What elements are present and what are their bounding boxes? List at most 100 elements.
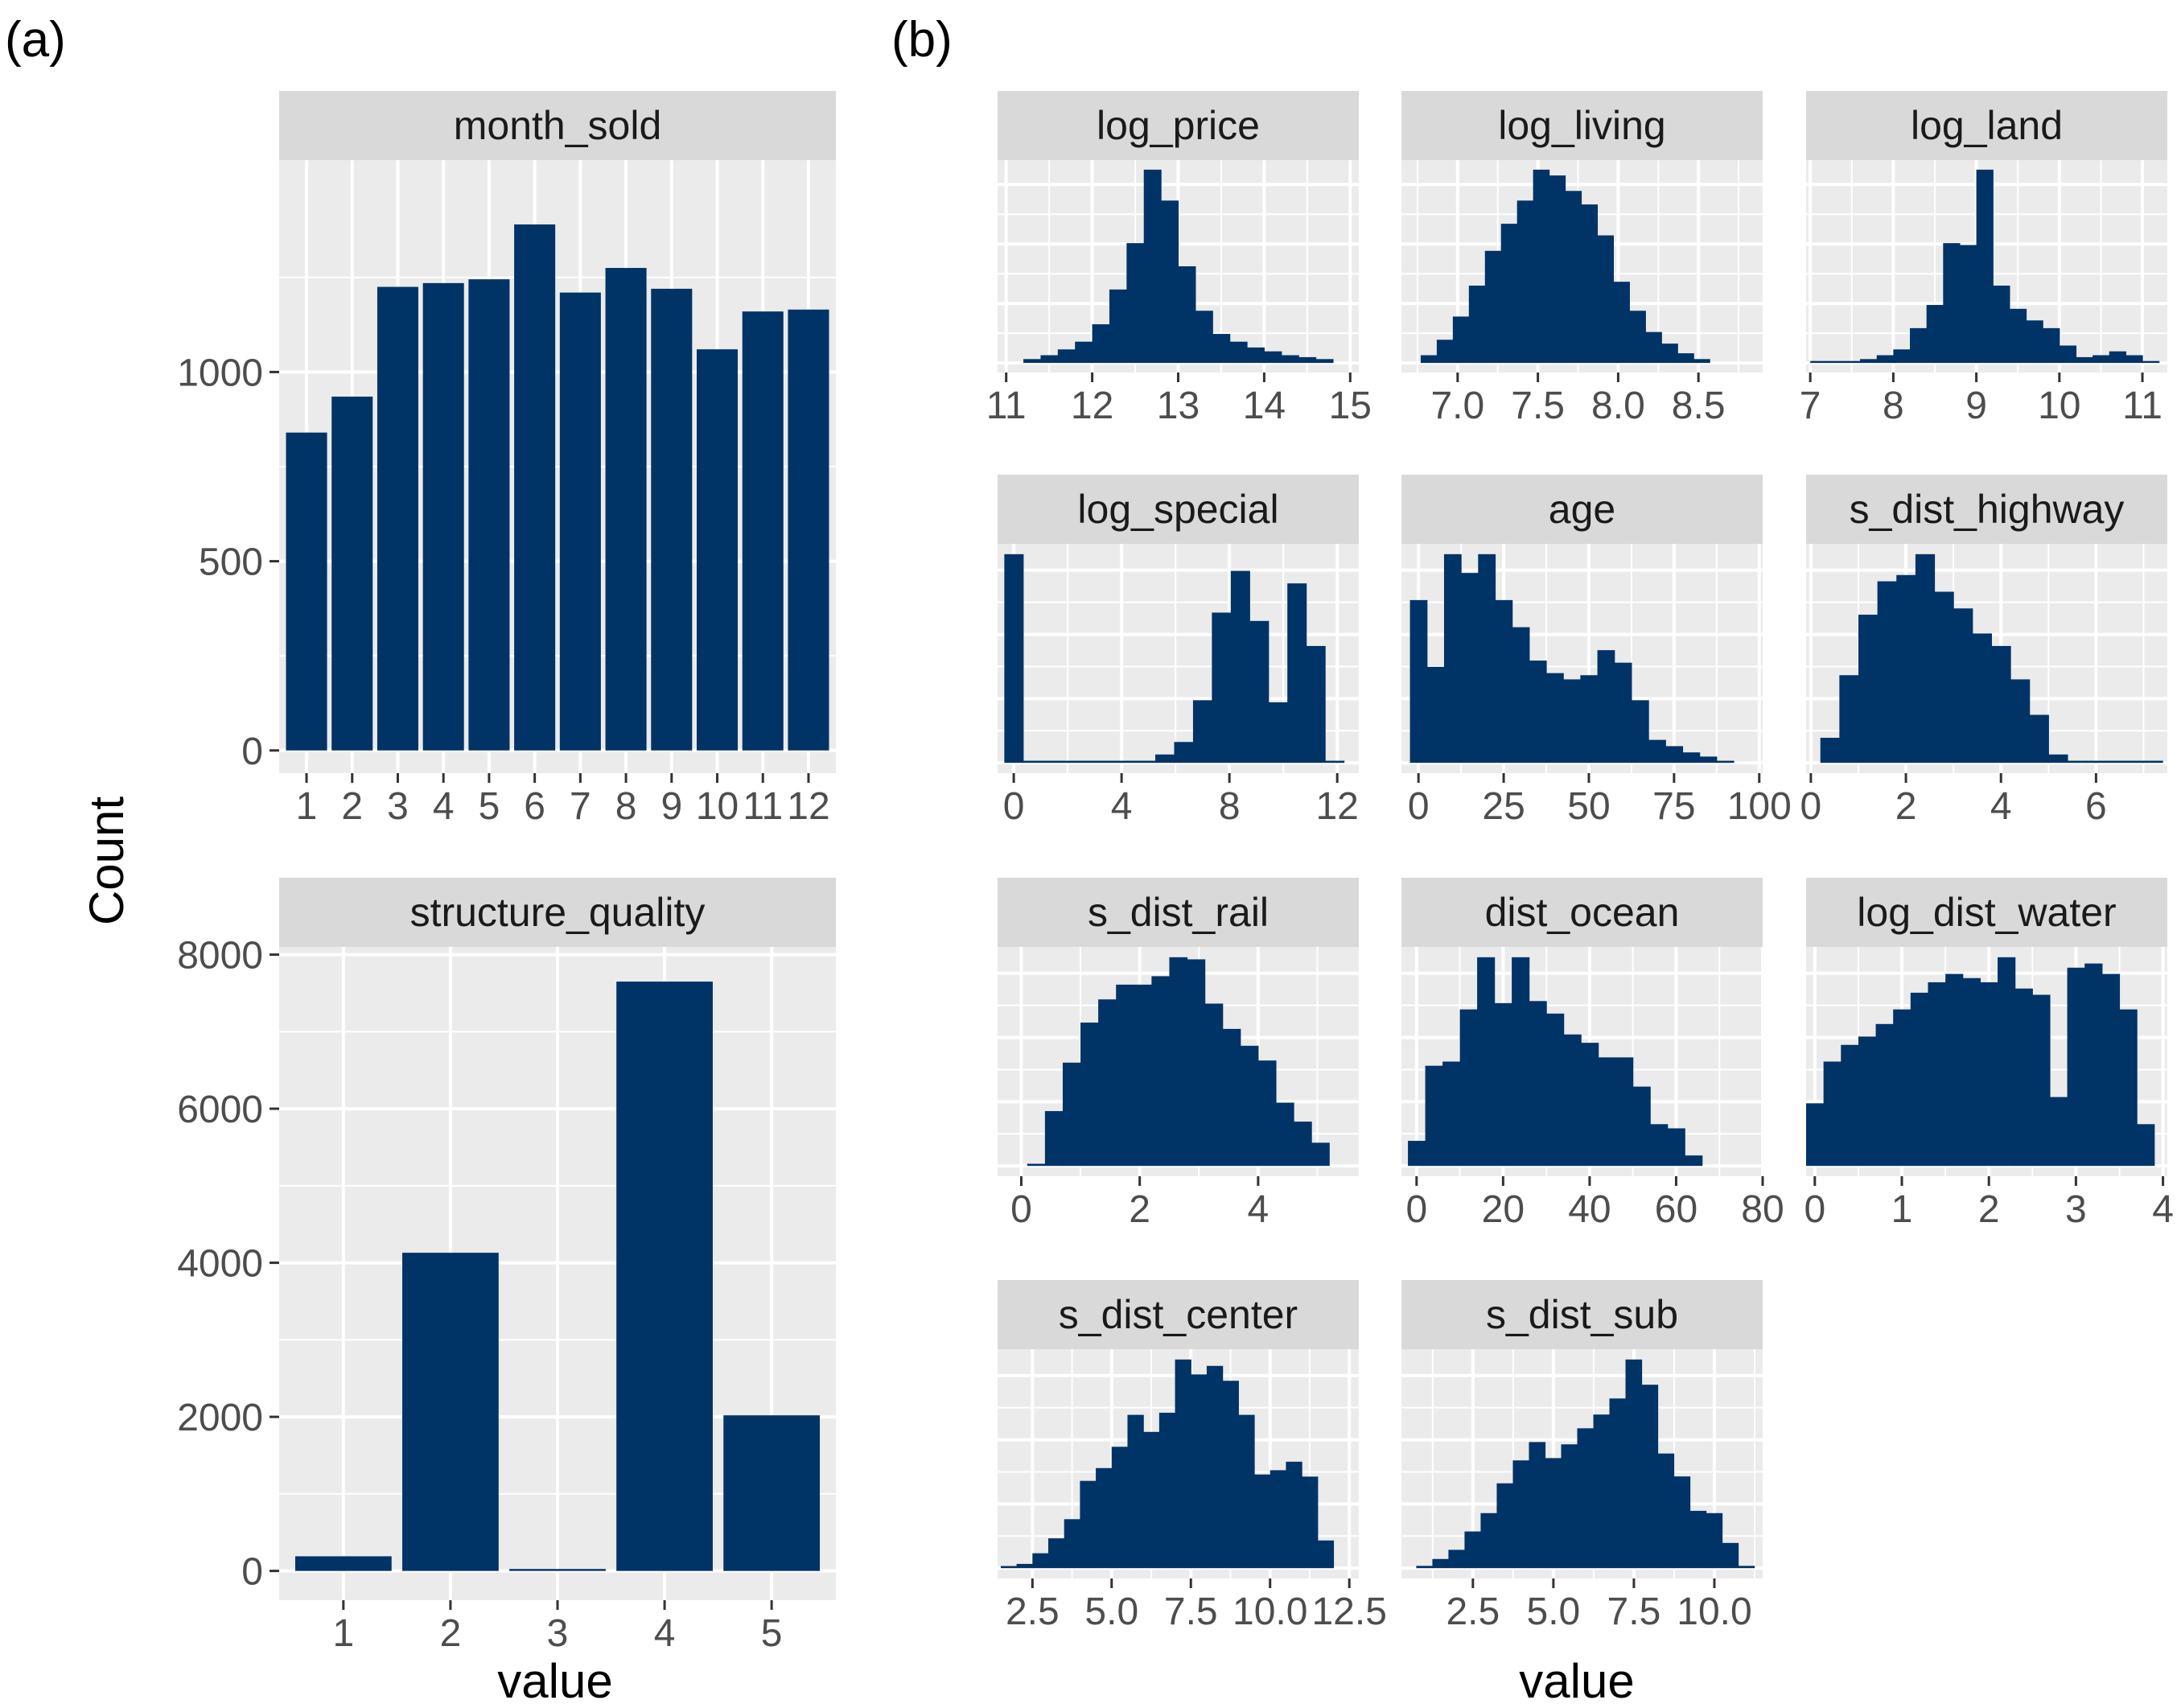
hist-bar-s-dist-sub-4 — [1480, 1513, 1498, 1569]
hist-bar-log-land-1 — [1826, 360, 1845, 364]
x-tick-label: 0 — [1804, 1188, 1825, 1231]
hist-bar-log-special-17 — [1325, 760, 1345, 763]
y-tick-label: 6000 — [177, 1089, 263, 1131]
facet-title-age: age — [1549, 487, 1615, 532]
facet-title-log-dist-water: log_dist_water — [1857, 890, 2116, 935]
hist-bar-age-8 — [1546, 673, 1564, 763]
x-tick-label: 11 — [743, 785, 783, 828]
x-tick-label: 5 — [761, 1612, 783, 1655]
hist-bar-log-dist-water-10 — [1980, 982, 1998, 1167]
x-tick-label: 4 — [2152, 1188, 2174, 1231]
hist-bar-log-special-15 — [1287, 583, 1307, 763]
hist-bar-log-price-10 — [1195, 311, 1213, 364]
x-tick-label: 8 — [615, 785, 637, 828]
hist-bar-s-dist-sub-13 — [1625, 1359, 1643, 1569]
bar-month-sold-5 — [468, 279, 510, 751]
x-tick-label: 4 — [1248, 1188, 1270, 1231]
facet-structure-quality: structure_quality 0 2000 4000 6000 8000 1 2 3 4 5 — [177, 878, 836, 1655]
strip-background — [1806, 878, 2167, 947]
hist-bar-age-7 — [1529, 661, 1547, 763]
hist-bar-dist-ocean-7 — [1529, 1001, 1547, 1167]
hist-bar-log-land-19 — [2125, 355, 2143, 364]
x-tick-label: 11 — [986, 385, 1027, 427]
hist-bar-s-dist-highway-12 — [2048, 754, 2068, 763]
hist-bar-log-price-2 — [1057, 349, 1076, 364]
hist-bar-log-living-0 — [1420, 355, 1438, 364]
hist-bar-log-land-16 — [2076, 356, 2093, 364]
hist-bar-log-special-14 — [1268, 702, 1288, 763]
facet-age: age 0 25 50 75 100 — [1401, 475, 1792, 828]
hist-bar-log-dist-water-4 — [1875, 1023, 1894, 1167]
hist-bar-log-living-5 — [1500, 224, 1518, 364]
hist-bar-s-dist-center-8 — [1127, 1414, 1144, 1569]
hist-bar-s-dist-sub-5 — [1496, 1483, 1514, 1569]
hist-bar-s-dist-rail-14 — [1275, 1102, 1294, 1167]
x-tick-label: 11 — [2122, 385, 2162, 427]
hist-bar-dist-ocean-2 — [1442, 1061, 1461, 1167]
strip-background — [1401, 878, 1763, 947]
y-axis-title: Count — [80, 796, 134, 925]
hist-bar-log-dist-water-0 — [1806, 1103, 1825, 1167]
hist-bar-s-dist-highway-16 — [2124, 760, 2145, 763]
bar-month-sold-10 — [697, 349, 739, 751]
bar-month-sold-11 — [742, 311, 784, 751]
x-tick-label: 6 — [2085, 785, 2107, 828]
x-tick-label: 2.5 — [1006, 1591, 1060, 1633]
hist-bar-log-special-6 — [1117, 760, 1138, 763]
hist-bar-dist-ocean-11 — [1598, 1057, 1616, 1167]
hist-bar-log-price-16 — [1298, 356, 1317, 364]
facet-s-dist-center: s_dist_center 2.5 5.0 7.5 10.0 12.5 — [998, 1280, 1387, 1633]
hist-bar-s-dist-center-17 — [1270, 1470, 1287, 1569]
x-tick-label: 10 — [2038, 385, 2080, 427]
hist-bar-log-special-5 — [1098, 760, 1118, 763]
hist-bar-log-living-10 — [1581, 204, 1599, 364]
hist-bar-log-dist-water-7 — [1928, 982, 1946, 1167]
hist-bar-log-price-7 — [1143, 169, 1162, 364]
hist-bar-log-special-2 — [1042, 760, 1062, 763]
x-tick-label: 60 — [1655, 1188, 1697, 1231]
x-tick-label: 2 — [1978, 1188, 2000, 1231]
hist-bar-log-special-4 — [1080, 760, 1100, 763]
y-tick-label: 1000 — [177, 352, 263, 394]
hist-bar-s-dist-center-13 — [1206, 1365, 1224, 1569]
hist-bar-log-price-12 — [1229, 341, 1248, 364]
x-tick-label: 100 — [1727, 785, 1792, 828]
hist-bar-age-14 — [1648, 739, 1666, 763]
hist-bar-s-dist-highway-5 — [1915, 554, 1936, 763]
hist-bar-log-land-13 — [2026, 320, 2043, 364]
x-tick-label: 9 — [660, 785, 682, 828]
bar-month-sold-8 — [605, 268, 647, 751]
hist-bar-log-land-3 — [1860, 359, 1878, 364]
hist-bar-log-dist-water-2 — [1841, 1044, 1859, 1167]
strip-background — [1806, 91, 2167, 160]
facet-title-structure-quality: structure_quality — [410, 890, 706, 935]
x-tick-label: 12 — [787, 785, 829, 828]
hist-bar-s-dist-highway-13 — [2067, 760, 2088, 763]
hist-bar-s-dist-highway-10 — [2010, 679, 2031, 763]
hist-bar-log-land-7 — [1926, 305, 1944, 364]
y-tick-label: 500 — [199, 541, 263, 584]
hist-bar-log-living-1 — [1436, 340, 1454, 364]
hist-bar-s-dist-center-19 — [1302, 1476, 1319, 1569]
hist-bar-s-dist-sub-7 — [1529, 1442, 1546, 1569]
hist-bar-log-special-3 — [1060, 760, 1080, 763]
x-axis-title-b: value — [1519, 1654, 1634, 1708]
hist-bar-log-special-7 — [1136, 760, 1156, 763]
x-tick-label: 0 — [1003, 785, 1025, 828]
x-tick-label: 10.0 — [1232, 1591, 1307, 1633]
hist-bar-log-dist-water-19 — [2137, 1124, 2155, 1167]
x-tick-label: 4 — [654, 1612, 676, 1655]
x-tick-label: 12 — [1315, 785, 1358, 828]
hist-bar-age-3 — [1461, 573, 1479, 763]
hist-bar-log-living-7 — [1533, 169, 1550, 364]
hist-bar-dist-ocean-13 — [1632, 1086, 1651, 1167]
hist-bar-s-dist-rail-6 — [1134, 984, 1152, 1167]
hist-bar-s-dist-sub-10 — [1577, 1428, 1595, 1569]
x-tick-label: 15 — [1329, 385, 1372, 427]
facet-log-land: log_land 7 8 9 10 11 — [1800, 91, 2167, 427]
facet-title-log-living: log_living — [1498, 103, 1665, 148]
hist-bar-s-dist-center-20 — [1317, 1540, 1335, 1569]
hist-bar-log-price-17 — [1315, 359, 1334, 364]
facet-title-s-dist-rail: s_dist_rail — [1088, 890, 1269, 935]
hist-bar-log-land-11 — [1993, 286, 2010, 364]
